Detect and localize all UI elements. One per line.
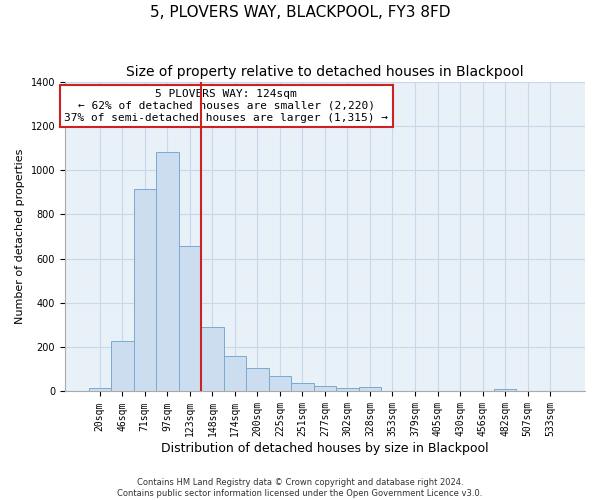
Bar [246,368,269,392]
Bar [269,376,291,392]
Bar [201,327,224,392]
Bar [111,341,134,392]
Bar [494,390,517,392]
Y-axis label: Number of detached properties: Number of detached properties [15,149,25,324]
X-axis label: Distribution of detached houses by size in Blackpool: Distribution of detached houses by size … [161,442,489,455]
Text: 5, PLOVERS WAY, BLACKPOOL, FY3 8FD: 5, PLOVERS WAY, BLACKPOOL, FY3 8FD [150,5,450,20]
Bar [291,382,314,392]
Bar [336,388,359,392]
Bar [156,152,179,392]
Bar [134,189,156,392]
Title: Size of property relative to detached houses in Blackpool: Size of property relative to detached ho… [126,65,524,79]
Bar [359,387,381,392]
Bar [224,356,246,392]
Text: 5 PLOVERS WAY: 124sqm
← 62% of detached houses are smaller (2,220)
37% of semi-d: 5 PLOVERS WAY: 124sqm ← 62% of detached … [64,90,388,122]
Bar [314,386,336,392]
Text: Contains HM Land Registry data © Crown copyright and database right 2024.
Contai: Contains HM Land Registry data © Crown c… [118,478,482,498]
Bar [89,388,111,392]
Bar [179,246,201,392]
